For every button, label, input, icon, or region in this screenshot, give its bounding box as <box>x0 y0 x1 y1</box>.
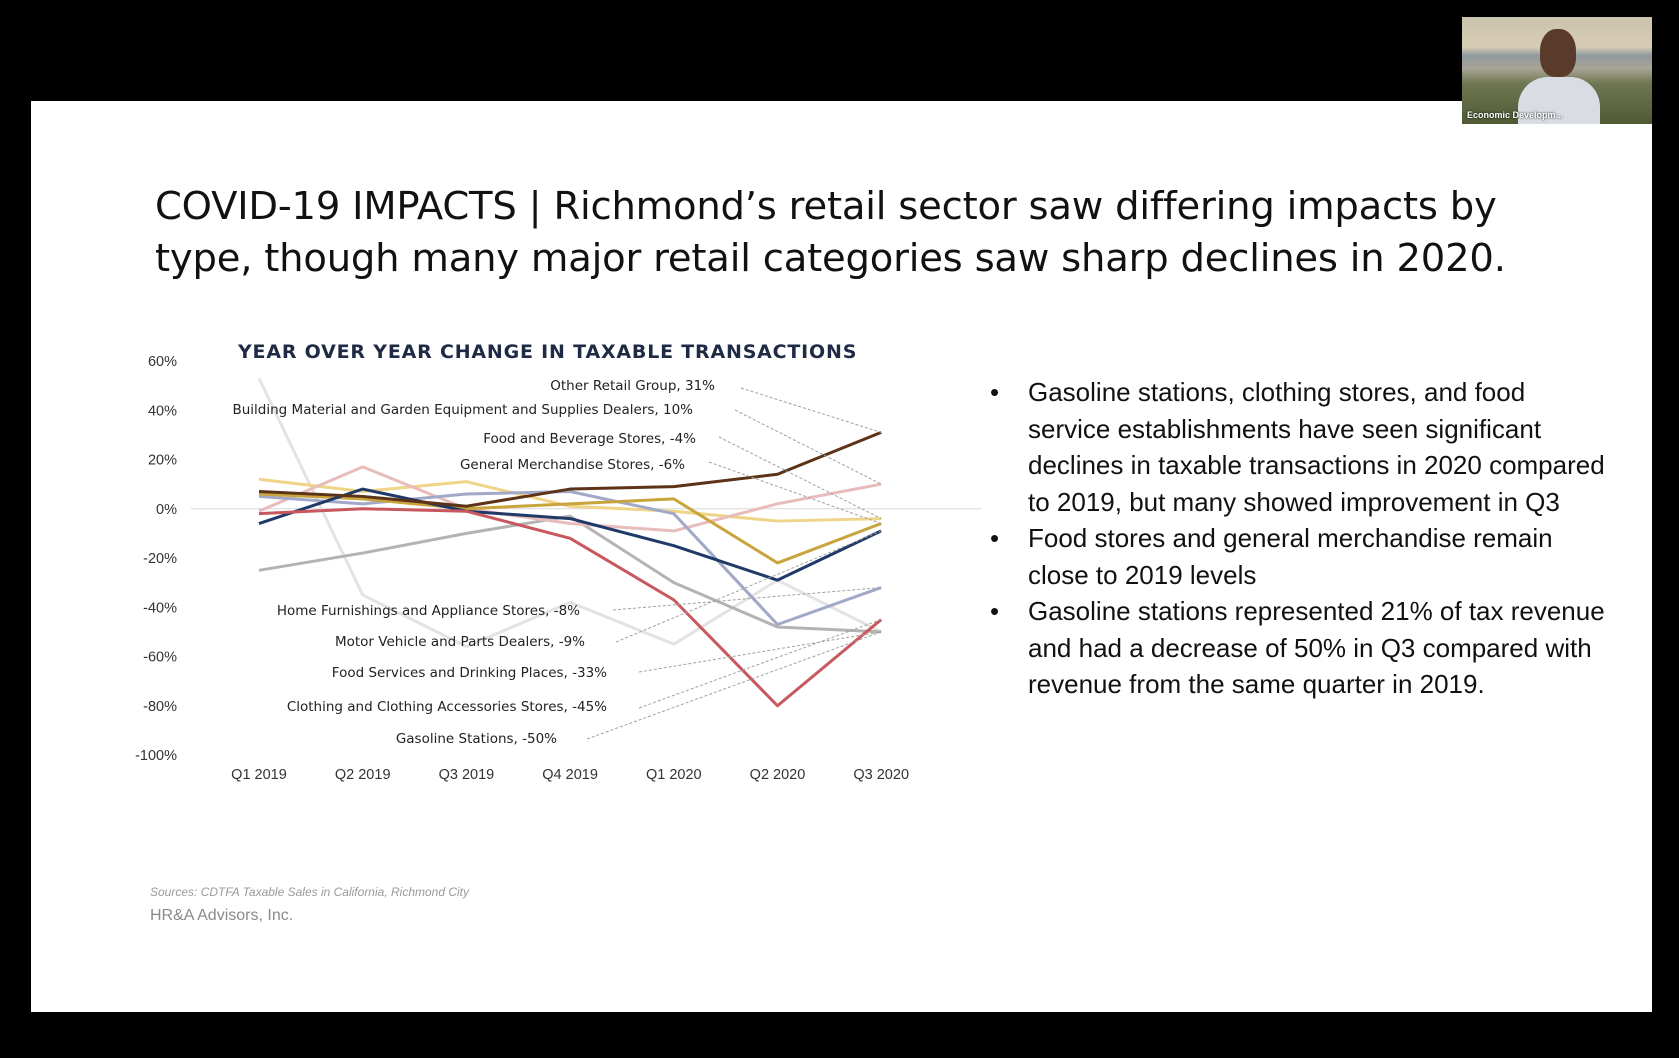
y-tick-label: 40% <box>148 403 177 419</box>
series-line <box>258 514 882 634</box>
series-line <box>258 492 882 565</box>
y-tick-label: -60% <box>143 650 177 666</box>
chart-title: YEAR OVER YEAR CHANGE IN TAXABLE TRANSAC… <box>238 341 858 363</box>
x-tick-label: Q1 2019 <box>231 767 287 783</box>
presenter-head <box>1540 29 1576 77</box>
y-tick-label: -80% <box>143 699 177 715</box>
y-tick-label: 60% <box>148 354 177 370</box>
presenter-body <box>1518 77 1600 124</box>
bullet-dot: • <box>990 377 1000 407</box>
webcam-label: Economic Developm... <box>1467 110 1564 120</box>
callout-leader <box>638 619 882 709</box>
callout-leader <box>734 409 882 485</box>
bullet-text: Gasoline stations, clothing stores, and … <box>1028 377 1605 517</box>
series-line <box>258 477 882 523</box>
series-callout-label: Building Material and Garden Equipment a… <box>232 402 693 418</box>
bullet-list: • Gasoline stations, clothing stores, an… <box>986 374 1606 703</box>
x-tick-label: Q2 2020 <box>750 767 806 783</box>
bullet-text: Food stores and general merchandise rema… <box>1028 523 1553 590</box>
webcam-thumbnail[interactable]: Economic Developm... <box>1462 17 1652 124</box>
callout-leader <box>638 631 882 673</box>
y-tick-label: -100% <box>135 748 177 764</box>
chart-source: Sources: CDTFA Taxable Sales in Californ… <box>150 885 470 899</box>
series-callout-label: General Merchandise Stores, -6% <box>460 457 685 473</box>
series-callout-label: Motor Vehicle and Parts Dealers, -9% <box>335 634 585 650</box>
y-tick-label: -20% <box>143 551 177 567</box>
x-tick-label: Q4 2019 <box>542 767 598 783</box>
x-tick-label: Q1 2020 <box>646 767 702 783</box>
series-callout-label: Food and Beverage Stores, -4% <box>483 431 696 447</box>
series-line <box>258 507 883 708</box>
bullet-item: • Gasoline stations, clothing stores, an… <box>986 374 1606 520</box>
callout-leader <box>718 436 882 520</box>
bullet-item: • Food stores and general merchandise re… <box>986 520 1606 593</box>
y-tick-label: 20% <box>148 453 177 469</box>
series-line <box>258 465 882 533</box>
series-line <box>258 431 882 508</box>
bullet-dot: • <box>990 523 1000 553</box>
callout-leader <box>586 631 882 740</box>
slide-title-line-2: type, though many major retail categorie… <box>155 236 1506 281</box>
y-tick-label: 0% <box>156 502 177 518</box>
series-callout-label: Clothing and Clothing Accessories Stores… <box>287 699 607 715</box>
slide: COVID-19 IMPACTS | Richmond’s retail sec… <box>31 101 1652 1012</box>
slide-title-line-1: COVID-19 IMPACTS | Richmond’s retail sec… <box>155 184 1497 229</box>
series-callout-label: Food Services and Drinking Places, -33% <box>332 665 607 681</box>
series-callout-label: Gasoline Stations, -50% <box>396 731 557 747</box>
slide-title: COVID-19 IMPACTS | Richmond’s retail sec… <box>155 181 1555 285</box>
line-chart: 60% 40% 20% 0% -20% -40% -60% -80% -100% Q1 2019 Q… <box>135 354 981 783</box>
callout-leader <box>740 387 882 433</box>
firm-name: HR&A Advisors, Inc. <box>150 907 294 924</box>
series-line <box>258 487 882 582</box>
callout-leader <box>615 530 882 643</box>
bullet-item: • Gasoline stations represented 21% of t… <box>986 593 1606 703</box>
x-tick-label: Q3 2019 <box>439 767 495 783</box>
series-callout-label: Home Furnishings and Appliance Stores, -… <box>277 603 580 619</box>
bullet-dot: • <box>990 596 1000 626</box>
x-tick-label: Q2 2019 <box>335 767 391 783</box>
bullet-text: Gasoline stations represented 21% of tax… <box>1028 596 1605 699</box>
x-tick-label: Q3 2020 <box>853 767 909 783</box>
series-callout-label: Other Retail Group, 31% <box>550 378 715 394</box>
series-line <box>258 490 882 626</box>
callout-leader <box>708 461 882 524</box>
y-tick-label: -40% <box>143 600 177 616</box>
